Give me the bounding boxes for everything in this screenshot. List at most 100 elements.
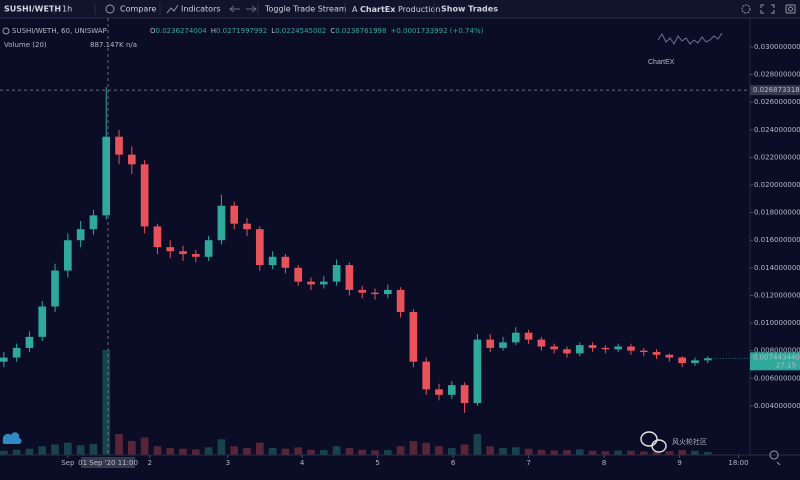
undo-icon[interactable] xyxy=(229,5,240,13)
volume-bar xyxy=(563,450,571,455)
crosshair-price-label: 0.0268733189 xyxy=(753,86,800,94)
candle-body xyxy=(332,265,341,282)
candle-body xyxy=(563,349,571,354)
volume-bar xyxy=(524,448,533,455)
volume-bar xyxy=(230,446,239,455)
symbol[interactable]: SUSHI/WETH xyxy=(4,5,61,14)
candle-body xyxy=(383,289,392,295)
candle-body xyxy=(140,164,149,227)
watermark: 风火轮社区 xyxy=(640,431,707,453)
volume-bar xyxy=(89,443,98,455)
candle-body xyxy=(115,136,123,155)
ohlc-label: H xyxy=(211,27,216,35)
volume-bar xyxy=(460,444,469,455)
candle-body xyxy=(665,354,674,358)
volume-bar xyxy=(345,448,354,455)
candle-body xyxy=(76,229,85,241)
volume-bar xyxy=(652,451,661,455)
volume-bar xyxy=(268,448,277,455)
volume-bar xyxy=(166,448,175,455)
volume-bar xyxy=(601,451,610,455)
x-tick-label: 7 xyxy=(526,459,530,467)
search-icon[interactable] xyxy=(769,450,781,466)
compare[interactable]: Compare xyxy=(120,5,156,14)
fullscreen-icon[interactable] xyxy=(760,4,775,14)
volume-bar xyxy=(153,446,162,455)
volume-bar xyxy=(25,448,34,455)
candle-body xyxy=(409,312,418,362)
toolbar xyxy=(0,0,800,18)
x-tick-label: 9 xyxy=(677,459,681,467)
candle-body xyxy=(550,346,559,350)
redo-icon[interactable] xyxy=(246,5,257,13)
volume-bar xyxy=(319,450,328,455)
candle-body xyxy=(473,339,482,404)
volume-bar xyxy=(51,444,59,455)
x-tick-label: 2 xyxy=(148,459,152,467)
candle-body xyxy=(179,251,187,255)
volume-bar xyxy=(435,446,443,455)
volume-bar xyxy=(38,446,47,455)
candle-body xyxy=(627,346,635,351)
candle-body xyxy=(255,229,264,266)
x-tick-label: 18:00 xyxy=(728,459,748,467)
volume-bar xyxy=(678,450,687,455)
candle-body xyxy=(691,360,699,364)
candle-body xyxy=(639,350,648,353)
last-price-box xyxy=(750,352,800,371)
interval[interactable]: 1h xyxy=(62,5,72,14)
toggle-trade-stream[interactable]: Toggle Trade Stream xyxy=(264,5,347,14)
snapshot-icon[interactable] xyxy=(785,4,796,14)
candle-body xyxy=(102,136,111,216)
volume-bar xyxy=(486,446,495,455)
crosshair-time-box xyxy=(81,457,136,468)
candle-body xyxy=(204,240,213,257)
ohlc-legend: O0.0236274004 H0.0271997992 L0.0224545002 C… xyxy=(150,27,484,35)
production-suffix: Production xyxy=(398,5,441,14)
countdown: 27:15 xyxy=(776,361,796,369)
candle-body xyxy=(12,347,21,358)
candle-body xyxy=(51,270,59,307)
cloud-icon[interactable] xyxy=(2,432,22,445)
candle-body xyxy=(486,339,495,348)
volume-bar xyxy=(396,446,405,455)
candle-body xyxy=(307,281,315,285)
last-price-label: 0.0074434401 xyxy=(753,353,800,361)
volume-bar xyxy=(127,441,136,455)
settings-icon[interactable] xyxy=(741,4,751,14)
x-tick-label: 8 xyxy=(602,459,606,467)
candle-body xyxy=(371,292,379,295)
volume-bar xyxy=(447,448,456,455)
compare-icon[interactable] xyxy=(105,4,115,14)
candle-body xyxy=(217,205,226,241)
candle-body xyxy=(0,357,8,362)
watermark-text: 风火轮社区 xyxy=(672,437,707,446)
volume-bar xyxy=(0,450,8,455)
indicators-icon[interactable] xyxy=(166,4,179,14)
candle-body xyxy=(89,215,98,230)
candle-body xyxy=(294,267,303,282)
volume-bar xyxy=(12,449,21,455)
candle-body xyxy=(191,254,200,257)
volume-bar xyxy=(371,450,379,455)
ohlc-label: O xyxy=(150,27,156,35)
indicators[interactable]: Indicators xyxy=(181,5,221,14)
wechat-icon xyxy=(651,439,667,453)
logo-sparkline xyxy=(657,32,723,45)
candle-body xyxy=(25,336,34,348)
plot-area xyxy=(0,87,712,455)
show-trades[interactable]: Show Trades xyxy=(441,5,498,14)
wechat-icon xyxy=(640,431,658,447)
volume-bar xyxy=(691,450,699,455)
snapshot-lens xyxy=(788,6,793,12)
production-prefix: A xyxy=(352,5,358,14)
